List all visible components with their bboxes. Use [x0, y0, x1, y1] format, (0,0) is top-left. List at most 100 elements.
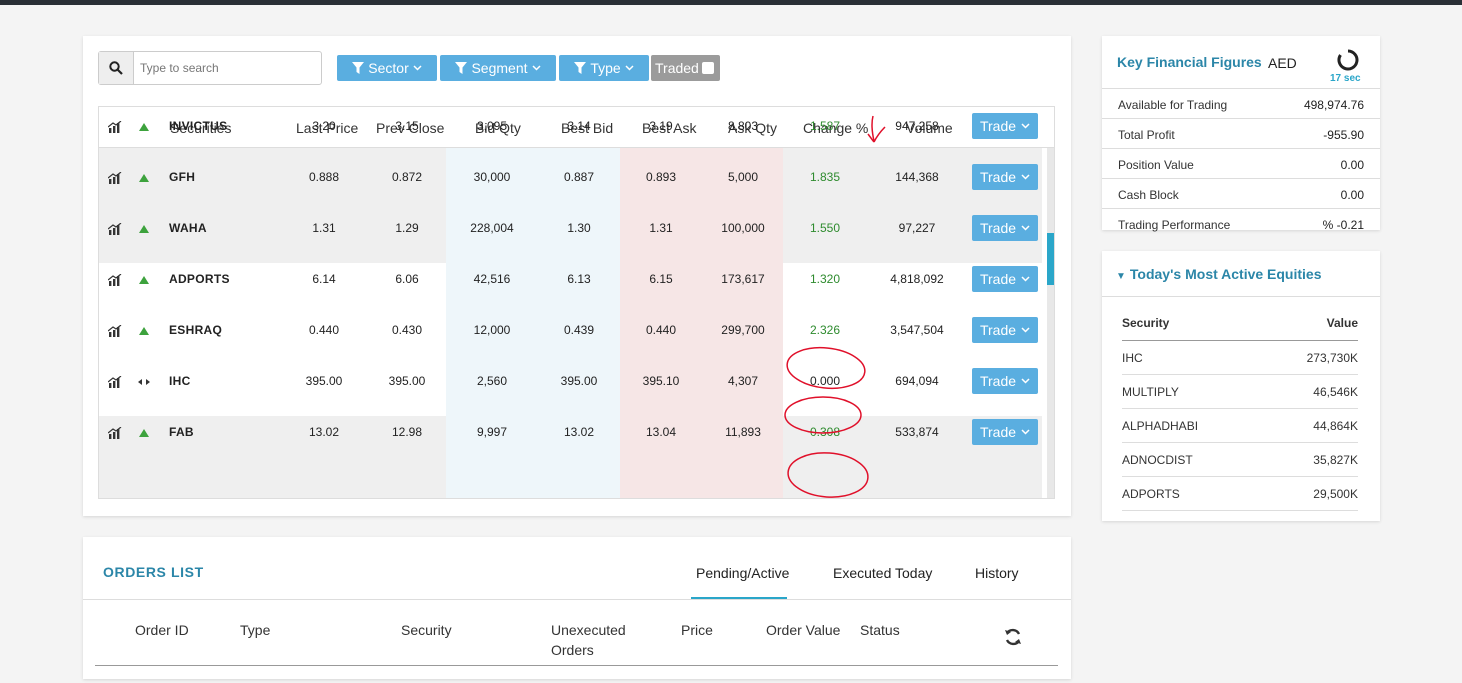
trend-up-icon: [139, 225, 149, 233]
header-best-bid[interactable]: Best Bid: [561, 120, 614, 136]
last-price: 13.02: [308, 425, 340, 439]
refresh-icon[interactable]: [1003, 627, 1023, 647]
kff-currency: AED: [1268, 55, 1297, 71]
trade-button[interactable]: Trade: [972, 317, 1038, 343]
grid-scrollbar[interactable]: [1047, 148, 1054, 498]
change-pct: 1.550: [809, 221, 841, 235]
search-button[interactable]: [99, 52, 134, 84]
kff-row: Total Profit -955.90: [1102, 118, 1380, 148]
trade-button-label: Trade: [979, 220, 1017, 236]
segment-filter-button[interactable]: Segment: [440, 55, 556, 81]
header-ask-qty[interactable]: Ask Qty: [728, 120, 778, 136]
traded-toggle[interactable]: Traded: [651, 55, 720, 81]
traded-label: Traded: [655, 60, 699, 76]
table-row: FAB 13.02 12.98 9,997 13.02 13.04 11,893 0.308 5…: [99, 416, 1042, 467]
last-price: 395.00: [305, 374, 343, 388]
trade-button[interactable]: Trade: [972, 113, 1038, 139]
security-symbol: GFH: [169, 170, 196, 184]
key-financial-figures-panel: Key Financial Figures AED 17 sec Availab…: [1102, 36, 1380, 232]
list-item[interactable]: IHC 273,730K: [1122, 341, 1358, 375]
trade-button[interactable]: Trade: [972, 266, 1038, 292]
kff-label: Cash Block: [1118, 188, 1179, 202]
kff-value: % -0.21: [1322, 218, 1364, 232]
header-unexecuted-line1: Unexecuted: [551, 622, 626, 638]
change-pct: 0.000: [809, 374, 841, 388]
change-pct: 1.835: [809, 170, 841, 184]
header-volume[interactable]: Volume: [906, 120, 953, 136]
grid-scrollbar-thumb[interactable]: [1047, 233, 1054, 285]
volume: 144,368: [895, 170, 939, 184]
trade-button-label: Trade: [979, 424, 1017, 440]
list-item[interactable]: ALPHADHABI 44,864K: [1122, 409, 1358, 443]
security-symbol: IHC: [169, 374, 191, 388]
chart-icon[interactable]: [108, 172, 122, 184]
active-security: ADNOCDIST: [1122, 453, 1193, 467]
orders-title: ORDERS LIST: [103, 564, 204, 580]
chevron-down-icon: [413, 65, 422, 71]
chart-icon[interactable]: [108, 325, 122, 337]
trade-button[interactable]: Trade: [972, 215, 1038, 241]
tab-history[interactable]: History: [975, 565, 1019, 581]
trade-button[interactable]: Trade: [972, 164, 1038, 190]
most-active-header[interactable]: ▼ Today's Most Active Equities: [1116, 266, 1322, 282]
table-row: WAHA 1.31 1.29 228,004 1.30 1.31 100,000 1.550 9…: [99, 212, 1042, 263]
chart-icon[interactable]: [108, 121, 122, 133]
bid-qty: 228,004: [470, 221, 514, 235]
search-input[interactable]: [134, 52, 321, 84]
trend-up-icon: [139, 429, 149, 437]
trend-up-icon: [139, 174, 149, 182]
tab-executed-today[interactable]: Executed Today: [833, 565, 933, 581]
trend-up-icon: [139, 327, 149, 335]
kff-title: Key Financial Figures: [1117, 54, 1262, 70]
header-order-id: Order ID: [135, 622, 189, 638]
ask-qty: 299,700: [721, 323, 765, 337]
header-last-price[interactable]: Last Price: [296, 120, 359, 136]
best-bid: 1.30: [567, 221, 591, 235]
prev-close: 6.06: [395, 272, 419, 286]
trade-button-label: Trade: [979, 322, 1017, 338]
orders-divider: [83, 599, 1071, 600]
header-change-pct[interactable]: Change %: [803, 120, 869, 136]
prev-close: 12.98: [391, 425, 423, 439]
trade-button-label: Trade: [979, 373, 1017, 389]
header-unexecuted-line2: Orders: [551, 642, 594, 658]
header-prev-close[interactable]: Prev Close: [376, 120, 445, 136]
trade-button-label: Trade: [979, 271, 1017, 287]
tab-pending-active[interactable]: Pending/Active: [696, 565, 790, 581]
chevron-down-icon: [1021, 429, 1030, 435]
list-item[interactable]: ADNOCDIST 35,827K: [1122, 443, 1358, 477]
trend-flat-icon: [138, 379, 150, 385]
chevron-down-icon: [531, 65, 541, 71]
chart-icon[interactable]: [108, 427, 122, 439]
trade-button[interactable]: Trade: [972, 368, 1038, 394]
sector-filter-button[interactable]: Sector: [337, 55, 437, 81]
most-active-panel: ▼ Today's Most Active Equities Security V…: [1102, 251, 1380, 521]
security-symbol: FAB: [169, 425, 194, 439]
header-securities[interactable]: Securities: [170, 120, 232, 136]
ask-qty: 4,307: [727, 374, 759, 388]
list-item[interactable]: MULTIPLY 46,546K: [1122, 375, 1358, 409]
header-bid-qty[interactable]: Bid Qty: [475, 120, 521, 136]
volume: 4,818,092: [890, 272, 944, 286]
list-item[interactable]: ADPORTS 29,500K: [1122, 477, 1358, 511]
type-filter-button[interactable]: Type: [559, 55, 649, 81]
chart-icon[interactable]: [108, 376, 122, 388]
best-ask: 6.15: [649, 272, 673, 286]
traded-checkbox[interactable]: [701, 62, 714, 74]
change-pct: 1.320: [809, 272, 841, 286]
header-best-ask[interactable]: Best Ask: [642, 120, 697, 136]
most-active-title: Today's Most Active Equities: [1129, 266, 1322, 282]
col-bg-ask: [620, 148, 783, 498]
active-value: 46,546K: [1313, 385, 1358, 399]
header-status: Status: [860, 622, 900, 638]
chart-icon[interactable]: [108, 274, 122, 286]
type-filter-label: Type: [590, 60, 621, 76]
chart-icon[interactable]: [108, 223, 122, 235]
trade-button[interactable]: Trade: [972, 419, 1038, 445]
row-white-left: [99, 263, 446, 314]
kff-label: Total Profit: [1118, 128, 1175, 142]
chevron-down-icon: [625, 65, 634, 71]
row-white-left: [99, 314, 446, 365]
ask-qty: 5,000: [727, 170, 759, 184]
kff-row: Available for Trading 498,974.76: [1102, 88, 1380, 118]
